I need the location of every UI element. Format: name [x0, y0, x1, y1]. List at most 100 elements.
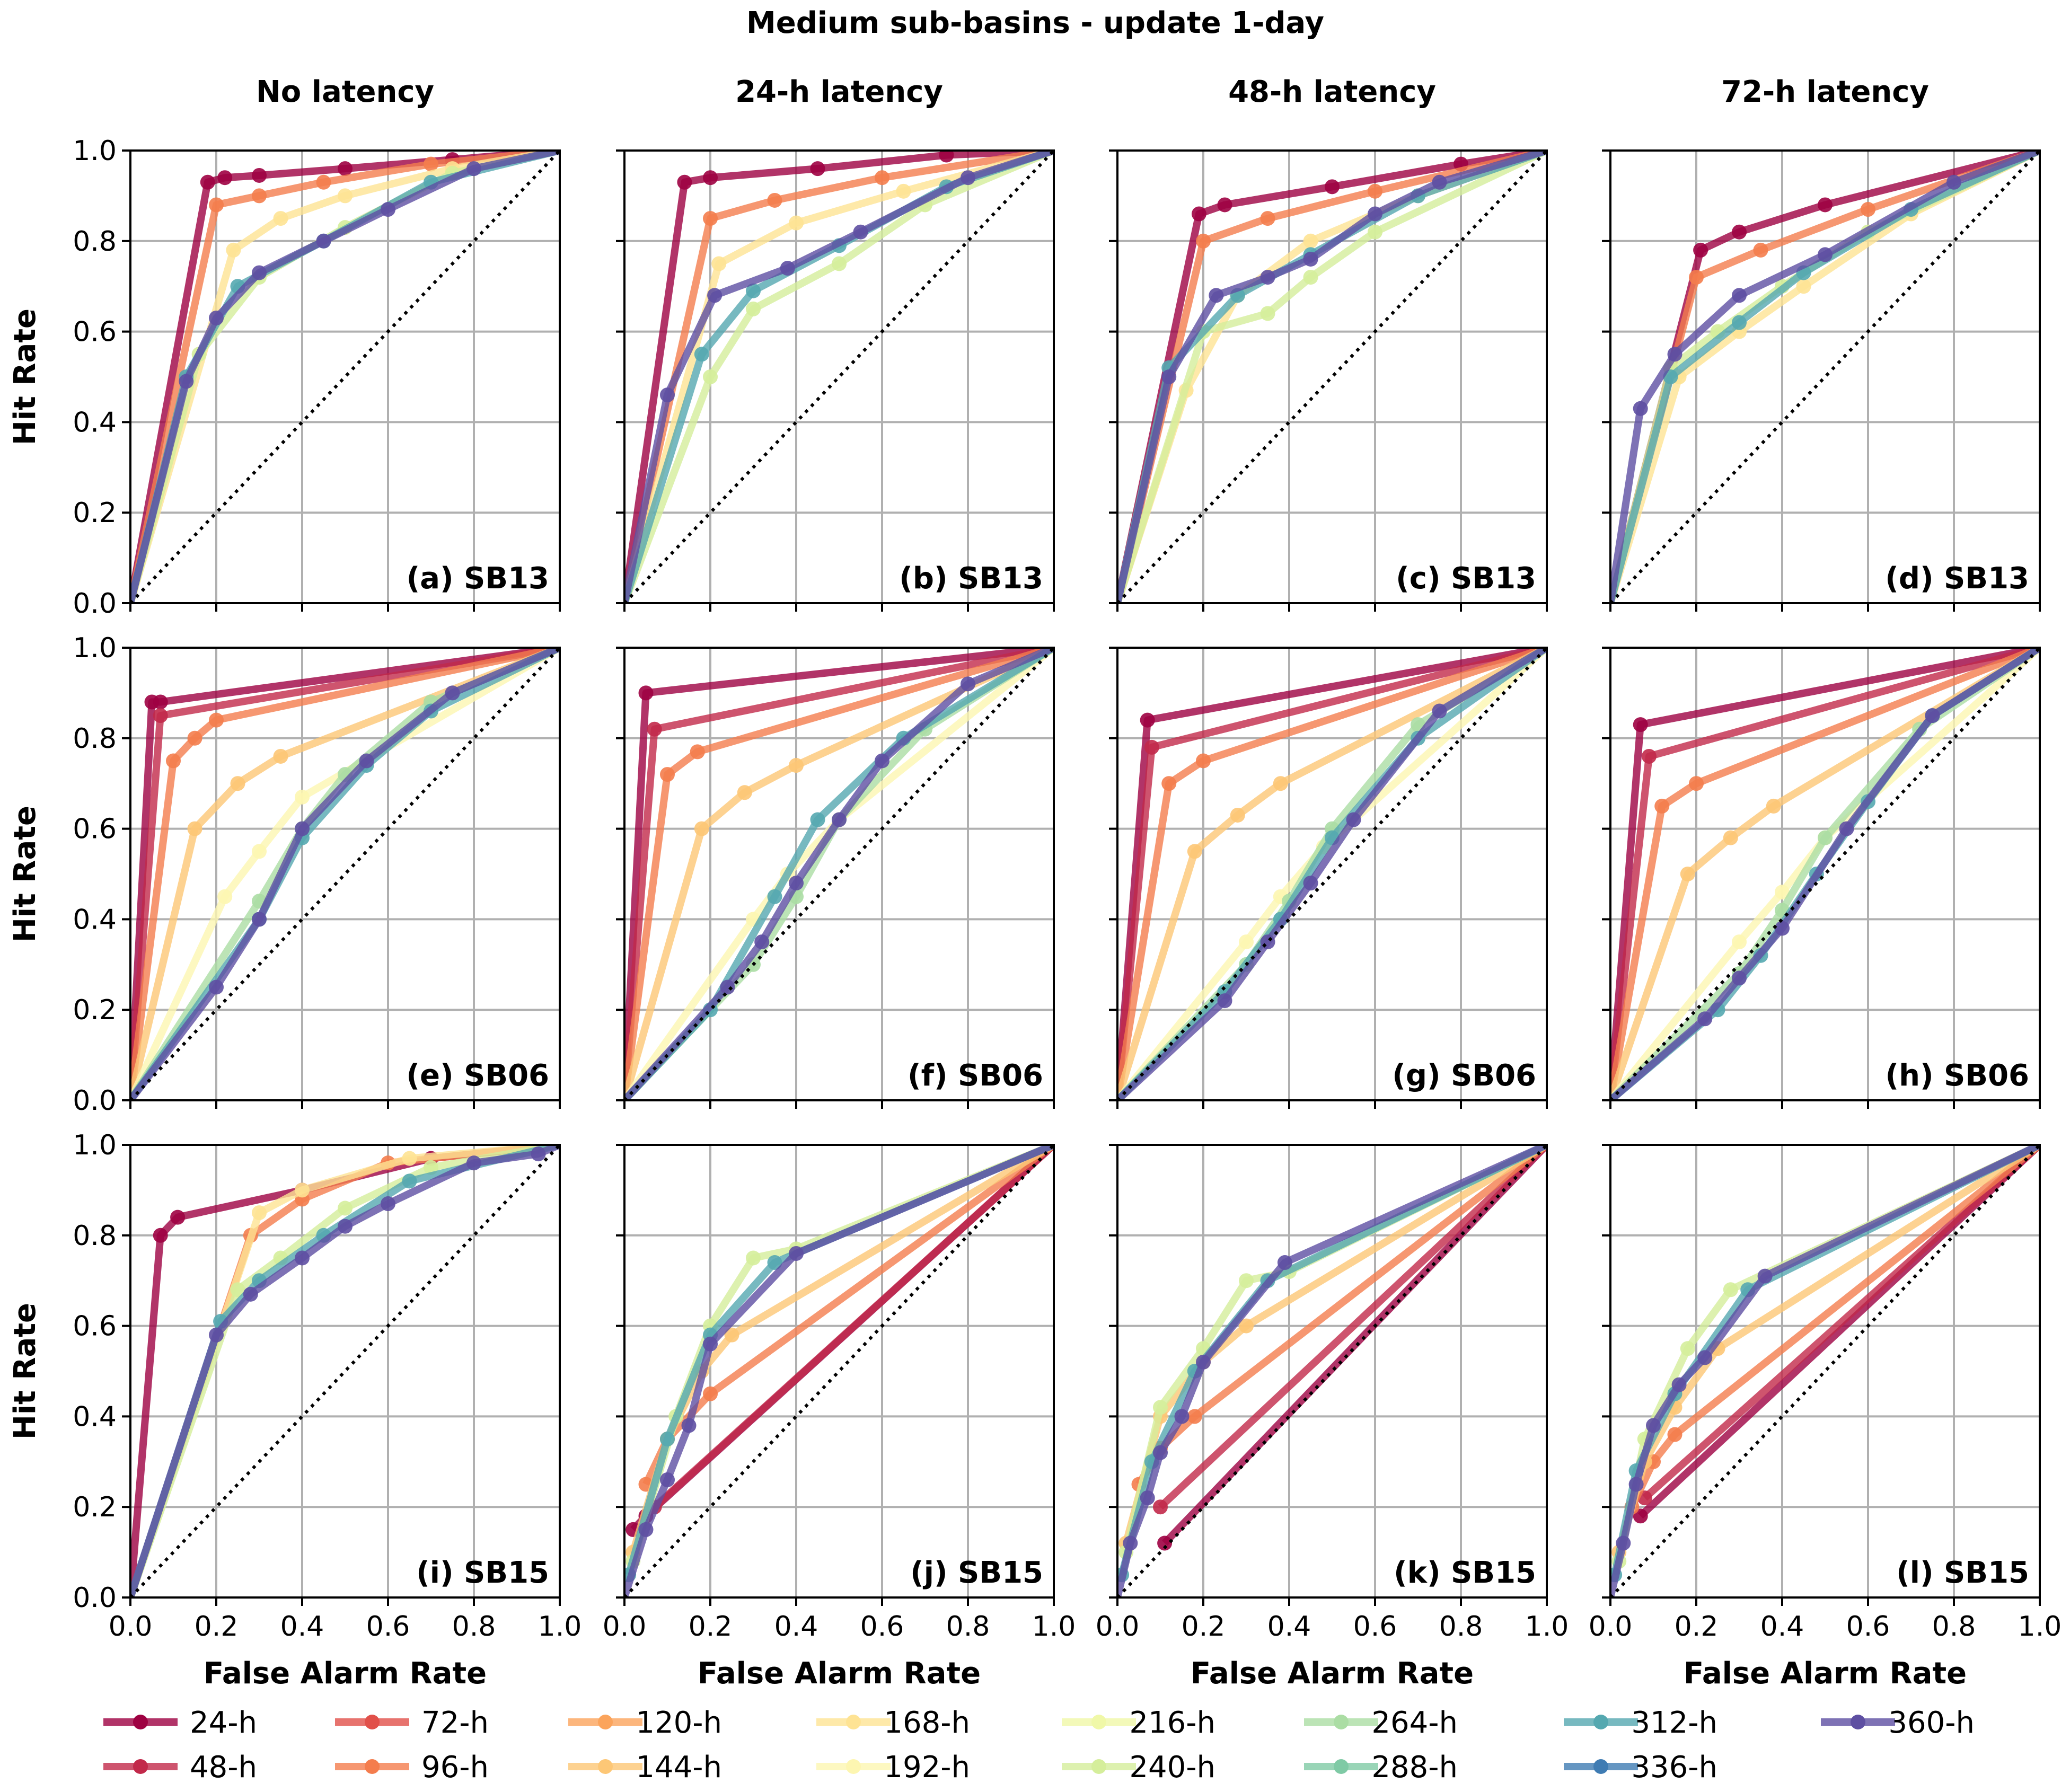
x-tick-label: 0.8 — [1439, 1611, 1483, 1643]
data-point-360-h — [660, 1472, 675, 1487]
series-group — [130, 151, 560, 603]
y-tick-label: 0.8 — [73, 1220, 117, 1252]
data-point-240-h — [1680, 1341, 1695, 1356]
data-point-168-h — [896, 183, 911, 199]
y-axis-label: Hit Rate — [8, 1303, 42, 1440]
data-point-240-h — [230, 1282, 245, 1297]
panel-label: (k) SB15 — [1394, 1556, 1536, 1590]
data-point-240-h — [703, 369, 718, 384]
data-point-96-h — [1161, 776, 1177, 791]
data-point-168-h — [1796, 279, 1811, 294]
x-tick-label: 0.2 — [195, 1611, 239, 1643]
legend: 24-h 48-h 72-h 96-h 120-h 144-h 168-h 192-h 216-… — [103, 1706, 1975, 1785]
panel-label: (h) SB06 — [1886, 1058, 2030, 1093]
data-point-96-h — [209, 712, 224, 728]
data-point-360-h — [1671, 1377, 1687, 1392]
legend-label: 48-h — [190, 1750, 257, 1785]
panel-f-sb06: (f) SB06 — [616, 646, 1055, 1109]
data-point-96-h — [187, 730, 202, 746]
data-point-96-h — [1753, 242, 1768, 258]
data-point-144-h — [1680, 867, 1695, 881]
series-group — [624, 1145, 1054, 1597]
data-point-360-h — [381, 202, 395, 217]
data-point-24-h — [252, 167, 267, 183]
x-tick-label: 1.0 — [2018, 1611, 2062, 1643]
data-point-360-h — [1346, 812, 1361, 827]
data-point-168-h — [273, 211, 288, 226]
data-point-96-h — [1689, 776, 1704, 791]
data-point-360-h — [1174, 1409, 1190, 1424]
axes-frame — [623, 149, 1055, 604]
data-point-360-h — [445, 685, 460, 701]
data-point-360-h — [1616, 1535, 1631, 1551]
column-title-72-h-latency: 72-h latency — [1721, 75, 1929, 109]
data-point-96-h — [252, 188, 267, 204]
data-point-360-h — [1217, 993, 1232, 1009]
data-point-144-h — [1239, 1318, 1254, 1334]
data-point-360-h — [660, 387, 675, 403]
legend-item-336-h: 336-h — [1564, 1750, 1717, 1785]
data-point-24-h — [153, 1228, 168, 1243]
y-tick-label: 0.6 — [73, 1311, 117, 1343]
data-point-312-h — [402, 1173, 417, 1189]
x-axis-label: False Alarm Rate — [204, 1656, 487, 1691]
panel-label: (i) SB15 — [416, 1556, 549, 1590]
data-point-240-h — [1368, 224, 1382, 240]
data-point-360-h — [1925, 708, 1940, 723]
series-group — [1117, 1145, 1547, 1597]
data-point-48-h — [647, 721, 662, 737]
series-line-96-h — [624, 648, 1054, 1100]
data-point-24-h — [1140, 712, 1155, 728]
x-axis-label: False Alarm Rate — [1684, 1656, 1967, 1691]
data-point-360-h — [1123, 1535, 1138, 1551]
legend-label: 96-h — [421, 1750, 489, 1785]
data-point-24-h — [1325, 179, 1340, 195]
y-tick-label: 0.4 — [73, 407, 117, 438]
data-point-24-h — [200, 174, 215, 190]
data-point-144-h — [1230, 807, 1245, 823]
data-point-144-h — [737, 785, 752, 800]
y-tick-label: 1.0 — [73, 135, 117, 167]
data-point-360-h — [1732, 970, 1747, 986]
data-point-96-h — [424, 156, 438, 172]
legend-label: 120-h — [636, 1706, 722, 1740]
y-tick-label: 0.8 — [73, 723, 117, 755]
legend-marker — [1851, 1715, 1865, 1729]
x-tick-label: 0.2 — [1182, 1611, 1226, 1643]
data-point-24-h — [338, 161, 353, 176]
series-line-240-h — [1117, 151, 1547, 603]
legend-label: 192-h — [884, 1750, 970, 1785]
data-point-312-h — [694, 347, 709, 362]
legend-item-48-h: 48-h — [103, 1750, 257, 1785]
legend-marker — [1091, 1715, 1106, 1729]
data-point-144-h — [724, 1327, 739, 1343]
legend-marker — [133, 1715, 148, 1729]
data-point-360-h — [338, 1219, 353, 1234]
legend-marker — [1593, 1759, 1608, 1774]
diagonal-reference-line — [129, 1143, 561, 1599]
diagonal-reference-line — [623, 149, 1055, 605]
y-tick-label: 0.0 — [73, 1085, 117, 1117]
data-point-360-h — [1161, 369, 1177, 384]
data-point-360-h — [1697, 1350, 1713, 1365]
data-point-360-h — [1368, 206, 1382, 222]
data-point-360-h — [1757, 1268, 1773, 1284]
series-line-360-h — [1117, 151, 1547, 603]
series-group — [130, 1145, 560, 1597]
data-point-24-h — [1157, 1535, 1173, 1551]
data-point-360-h — [1818, 247, 1833, 262]
data-point-24-h — [1693, 242, 1708, 258]
legend-item-288-h: 288-h — [1304, 1750, 1458, 1785]
data-point-24-h — [1732, 224, 1747, 240]
data-point-96-h — [690, 744, 705, 760]
series-line-48-h — [651, 1145, 1054, 1510]
legend-marker — [133, 1759, 148, 1774]
data-point-312-h — [810, 812, 825, 827]
data-point-360-h — [243, 1286, 258, 1302]
x-tick-label: 0.2 — [1675, 1611, 1719, 1643]
data-point-144-h — [187, 821, 202, 836]
data-point-360-h — [179, 374, 194, 389]
series-line-24-h — [624, 151, 1054, 603]
series-group — [1117, 151, 1547, 603]
legend-item-192-h: 192-h — [816, 1750, 970, 1785]
